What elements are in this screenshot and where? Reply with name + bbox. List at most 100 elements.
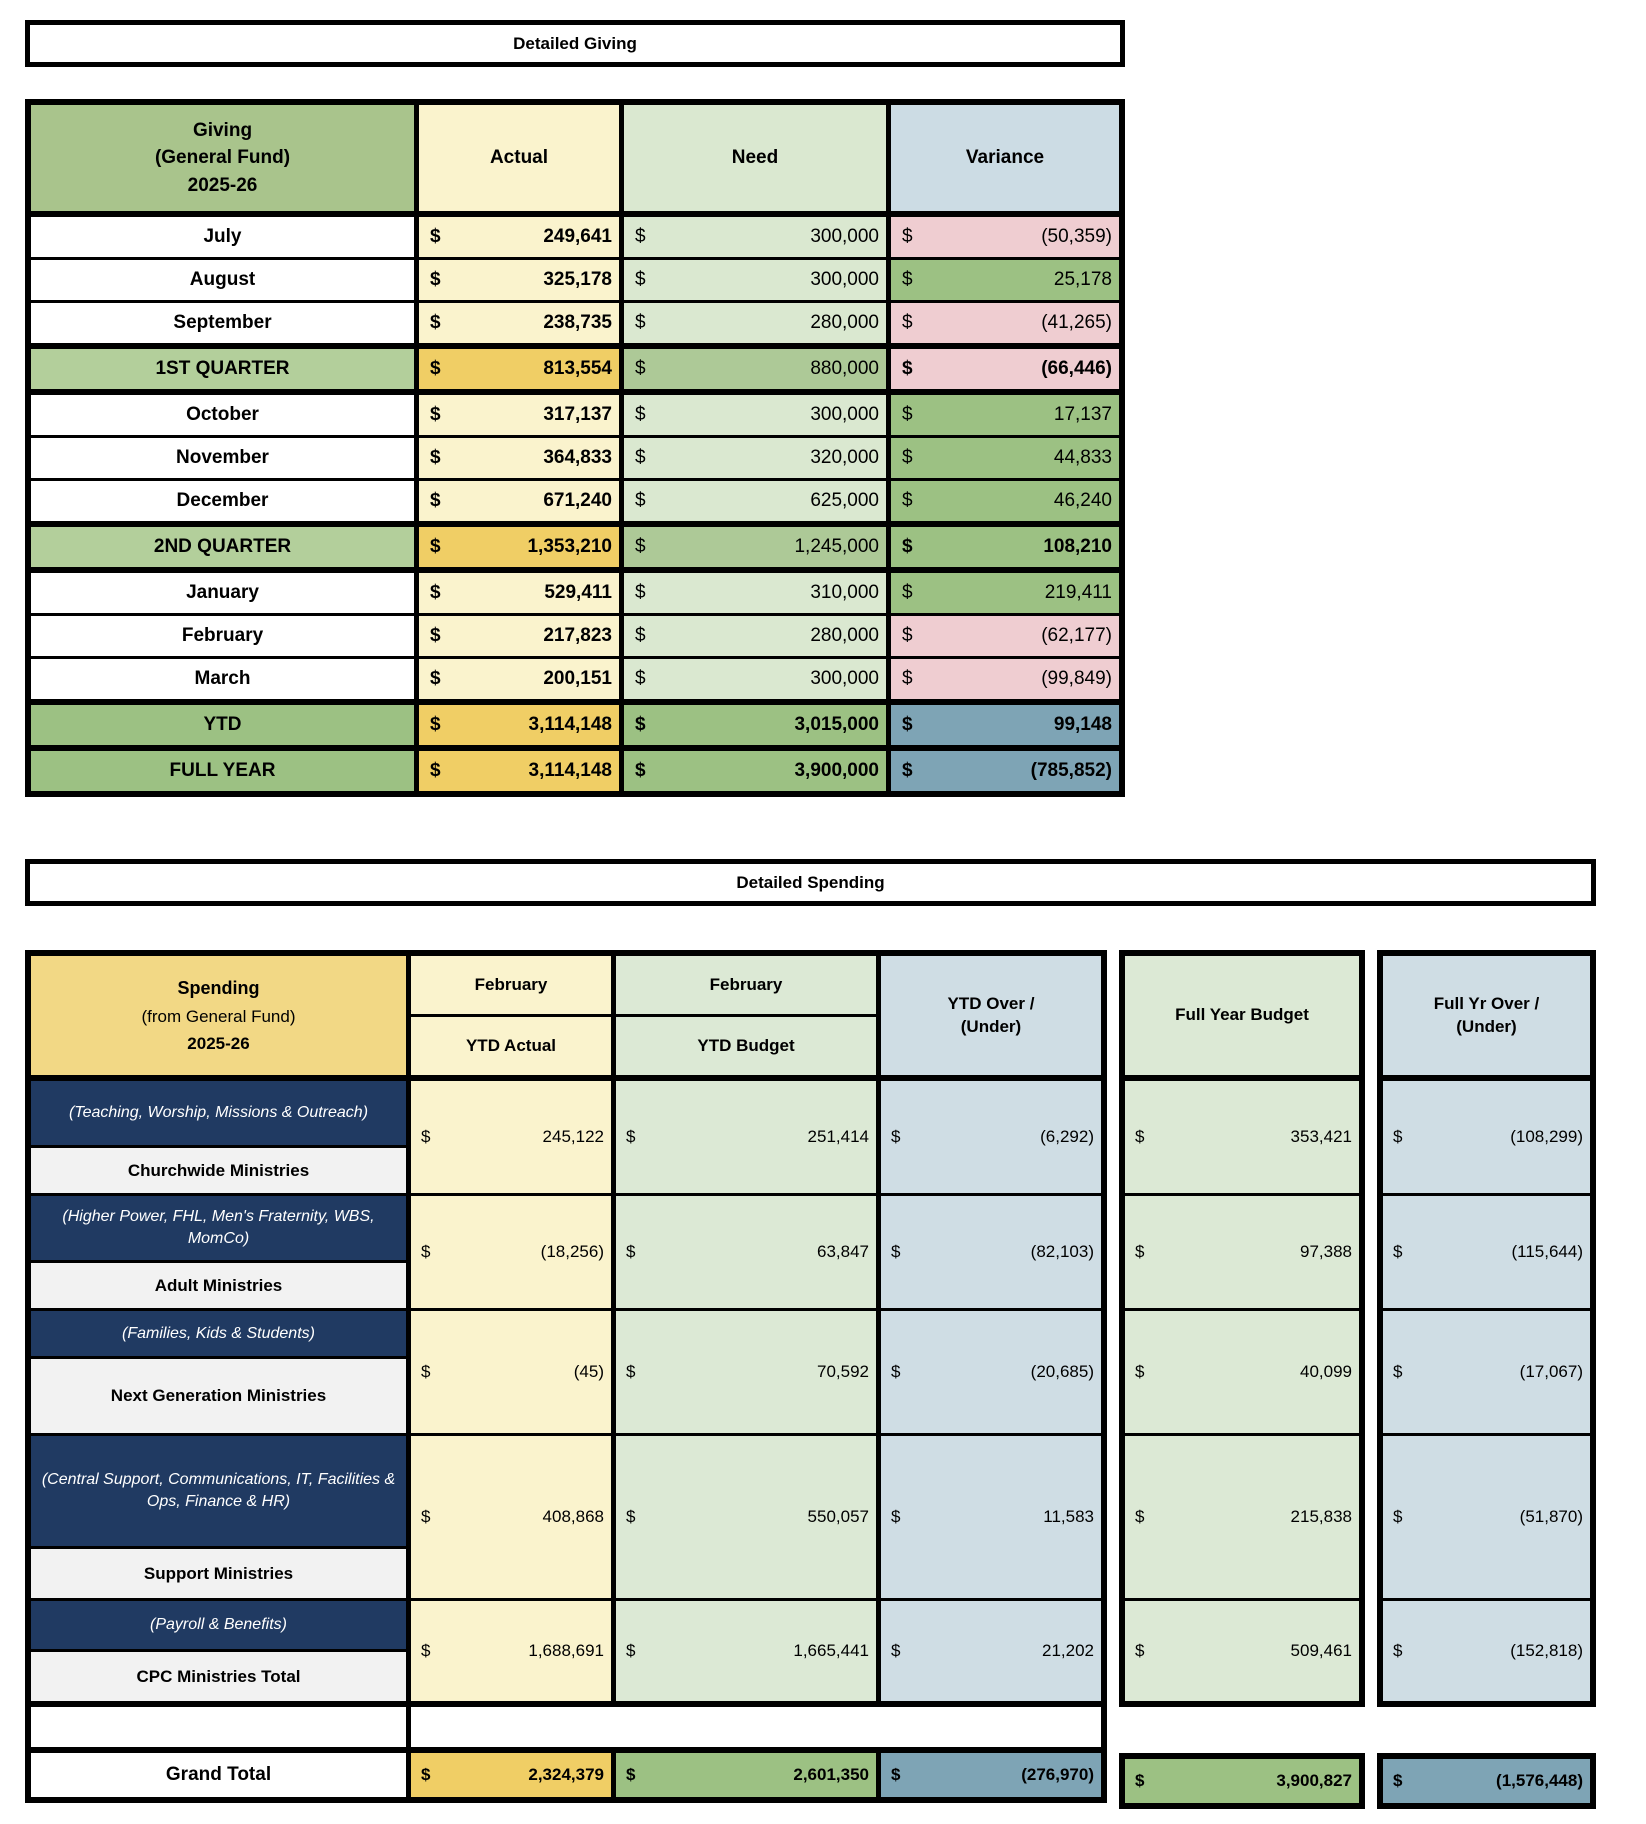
ytd-actual-cell: $408,868 [411,1436,611,1598]
fy-budget-amount: 509,461 [1290,1641,1352,1660]
ytd-over-under-cell: $11,583 [881,1436,1101,1598]
dollar-sign: $ [1393,1641,1403,1660]
ytd-over-under-amount: (6,292) [1040,1127,1094,1146]
spending-header-budget-month: February [616,956,876,1014]
dollar-sign: $ [891,1127,901,1146]
dollar-sign: $ [1135,1507,1145,1526]
dollar-sign: $ [626,1507,636,1526]
spending-section-title: Detailed Spending [25,859,1596,906]
need-amount: 3,015,000 [794,714,879,735]
dollar-sign: $ [421,1507,431,1526]
ytd-actual-cell: $ (45) [411,1311,611,1433]
fy-over-under-cell: $ (51,870) [1383,1436,1590,1598]
giving-header-actual: Actual [419,105,619,211]
ytd-budget-amount: 63,847 [817,1242,869,1261]
dollar-sign: $ [891,1641,901,1660]
dollar-sign: $ [626,1127,636,1146]
spending-header-fy-over-line2: (Under) [1456,1016,1517,1036]
need-amount: 320,000 [810,447,879,468]
ytd-over-under-amount: (20,685) [1030,1362,1094,1381]
dollar-sign: $ [635,668,646,689]
dollar-sign: $ [430,760,441,781]
fy-budget-cell: $509,461 [1125,1601,1359,1701]
fy-budget-amount: 40,099 [1300,1362,1352,1381]
fy-over-under-cell: $ (108,299) [1383,1081,1590,1193]
need-cell: $3,900,000 [624,751,886,791]
need-amount: 880,000 [810,358,879,379]
ytd-over-under-cell: $ (6,292) [881,1081,1101,1193]
need-cell: $625,000 [624,481,886,521]
grand-total-ytd-actual-cell: $2,324,379 [411,1753,611,1797]
variance-amount: (785,852) [1030,760,1112,781]
grand-total-ytd-budget-cell: $2,601,350 [616,1753,876,1797]
fy-over-under-amount: (115,644) [1511,1242,1583,1261]
ytd-budget-amount: 1,665,441 [793,1641,869,1660]
spending-header-ytd-over-line1: YTD Over / [947,994,1035,1014]
spending-table: Spending (from General Fund) 2025-26 Feb… [25,950,1646,1809]
grand-total-ytd-budget-amount: 2,601,350 [793,1765,869,1784]
need-cell: $320,000 [624,438,886,478]
need-cell: $3,015,000 [624,705,886,745]
actual-cell: $217,823 [419,616,619,656]
grand-total-fy-over-cell: $ (1,576,448) [1377,1753,1596,1809]
dollar-sign: $ [430,490,441,511]
variance-cell: $ (99,849) [891,659,1119,699]
need-cell: $1,245,000 [624,527,886,567]
spending-header-fy-budget: Full Year Budget [1125,956,1359,1075]
dollar-sign: $ [430,536,441,557]
category-description: (Teaching, Worship, Missions & Outreach) [31,1081,406,1145]
dollar-sign: $ [421,1641,431,1660]
fy-budget-amount: 353,421 [1290,1127,1352,1146]
spending-header-label-line1: Spending [177,977,260,998]
actual-amount: 1,353,210 [527,536,612,557]
dollar-sign: $ [430,226,441,247]
dollar-sign: $ [891,1765,901,1784]
variance-amount: 46,240 [1053,490,1112,511]
giving-header-variance: Variance [891,105,1119,211]
dollar-sign: $ [421,1127,431,1146]
grand-total-fy-over-amount: (1,576,448) [1496,1771,1583,1790]
grand-total-ytd-over-amount: (276,970) [1021,1765,1094,1784]
category-description: (Families, Kids & Students) [31,1311,406,1356]
variance-amount: (66,446) [1041,358,1112,379]
spacer-cell [31,1707,406,1747]
need-amount: 310,000 [810,582,879,603]
dollar-sign: $ [902,226,913,247]
month-label: October [31,395,414,435]
giving-header-need: Need [624,105,886,211]
fy-budget-cell: $353,421 [1125,1081,1359,1193]
need-amount: 300,000 [810,668,879,689]
fy-over-under-amount: (17,067) [1519,1362,1583,1381]
variance-cell: $219,411 [891,573,1119,613]
dollar-sign: $ [430,447,441,468]
variance-amount: (99,849) [1041,668,1112,689]
fy-budget-amount: 215,838 [1290,1507,1352,1526]
need-cell: $310,000 [624,573,886,613]
dollar-sign: $ [635,490,646,511]
need-cell: $300,000 [624,217,886,257]
fy-over-grid: Full Yr Over / (Under) $ (108,299) $ (115,… [1377,950,1596,1707]
ministry-label-cell: (Central Support, Communications, IT, Fa… [31,1436,406,1598]
actual-cell: $3,114,148 [419,751,619,791]
actual-cell: $813,554 [419,349,619,389]
ytd-budget-amount: 251,414 [807,1127,869,1146]
dollar-sign: $ [626,1641,636,1660]
grand-total-ytd-actual-amount: 2,324,379 [528,1765,604,1784]
actual-cell: $364,833 [419,438,619,478]
actual-cell: $1,353,210 [419,527,619,567]
need-amount: 280,000 [810,312,879,333]
ytd-actual-cell: $1,688,691 [411,1601,611,1701]
spending-block-fy-over: Full Yr Over / (Under) $ (108,299) $ (115,… [1377,950,1596,1809]
actual-amount: 325,178 [543,269,612,290]
dollar-sign: $ [1393,1507,1403,1526]
spending-header-label-line2: (from General Fund) [141,1006,296,1026]
dollar-sign: $ [430,582,441,603]
dollar-sign: $ [891,1507,901,1526]
month-label: September [31,303,414,343]
ytd-budget-amount: 550,057 [807,1507,869,1526]
actual-amount: 238,735 [543,312,612,333]
need-amount: 625,000 [810,490,879,511]
month-label: February [31,616,414,656]
actual-amount: 364,833 [543,447,612,468]
dollar-sign: $ [635,714,646,735]
